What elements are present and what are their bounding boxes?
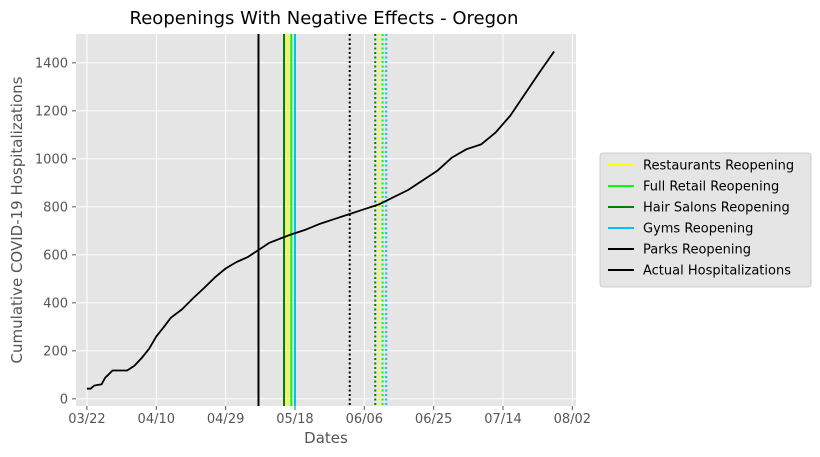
plot-area [76, 34, 576, 406]
series-group [86, 50, 555, 390]
x-tick-label: 04/29 [207, 412, 244, 427]
legend-label: Full Retail Reopening [643, 180, 779, 195]
y-tick-label: 0 [60, 392, 68, 407]
y-tick-label: 400 [43, 296, 68, 311]
legend-label: Hair Salons Reopening [643, 201, 790, 216]
y-tick-label: 1400 [35, 56, 68, 71]
reopening-lines [257, 34, 388, 406]
x-tick-label: 03/22 [68, 412, 105, 427]
legend: Restaurants Reopening Full Retail Reopeni… [599, 152, 812, 288]
y-tick-label: 800 [43, 200, 68, 215]
y-tick-label: 1000 [35, 152, 68, 167]
x-axis-ticks: 03/22 04/10 04/29 05/18 06/06 06/25 07/14 08/02 [68, 406, 591, 427]
legend-label: Parks Reopening [643, 243, 751, 258]
series-line [86, 50, 555, 390]
legend-label: Gyms Reopening [643, 222, 753, 237]
x-tick-label: 06/25 [415, 412, 452, 427]
x-tick-label: 04/10 [138, 412, 175, 427]
x-tick-label: 06/06 [346, 412, 383, 427]
y-axis-ticks: 0 200 400 600 800 1000 1200 1400 [35, 56, 76, 407]
grid [76, 34, 576, 406]
legend-label: Actual Hospitalizations [643, 264, 791, 279]
y-tick-label: 600 [43, 248, 68, 263]
legend-box [599, 152, 812, 288]
x-tick-label: 05/18 [276, 412, 313, 427]
chart-title: Reopenings With Negative Effects - Orego… [130, 8, 519, 29]
y-axis-label: Cumulative COVID-19 Hospitalizations [8, 76, 26, 363]
x-tick-label: 07/14 [484, 412, 521, 427]
x-axis-label: Dates [304, 429, 348, 447]
x-tick-label: 08/02 [554, 412, 591, 427]
y-tick-label: 200 [43, 344, 68, 359]
y-tick-label: 1200 [35, 104, 68, 119]
legend-label: Restaurants Reopening [643, 159, 794, 174]
